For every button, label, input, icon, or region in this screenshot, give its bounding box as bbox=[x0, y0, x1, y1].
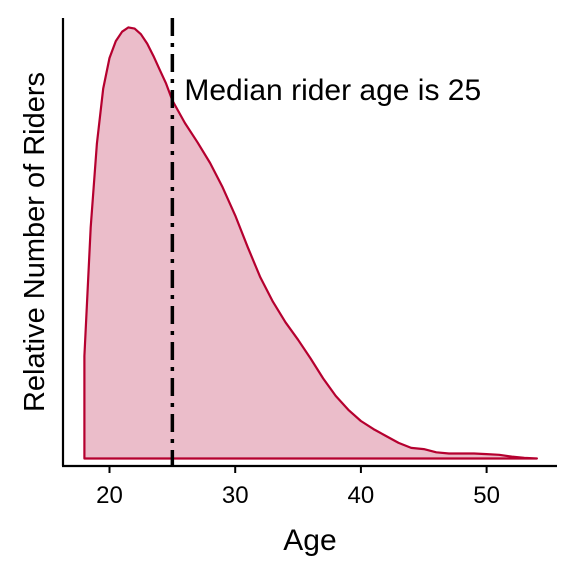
median-annotation: Median rider age is 25 bbox=[184, 74, 481, 107]
x-tick-label: 40 bbox=[348, 482, 375, 509]
x-axis-ticks: 20 30 40 50 bbox=[96, 466, 500, 509]
x-tick-label: 50 bbox=[473, 482, 500, 509]
x-tick-label: 30 bbox=[222, 482, 249, 509]
x-axis-title: Age bbox=[283, 524, 336, 557]
density-area bbox=[83, 26, 538, 460]
y-axis-title: Relative Number of Riders bbox=[19, 72, 51, 412]
x-tick-label: 20 bbox=[96, 482, 123, 509]
